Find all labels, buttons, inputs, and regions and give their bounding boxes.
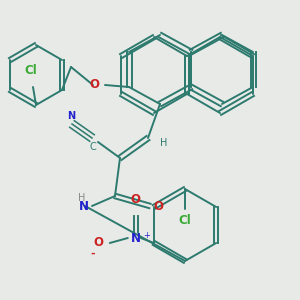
Text: +: + xyxy=(143,231,150,240)
Text: -: - xyxy=(90,249,95,259)
Text: C: C xyxy=(90,142,96,152)
Text: Cl: Cl xyxy=(178,214,191,227)
Text: Cl: Cl xyxy=(25,64,38,77)
Text: O: O xyxy=(89,79,99,92)
Text: H: H xyxy=(78,193,85,203)
Text: O: O xyxy=(153,200,163,212)
Text: N: N xyxy=(79,200,89,212)
Text: O: O xyxy=(94,236,104,250)
Text: N: N xyxy=(67,111,75,121)
Text: H: H xyxy=(160,138,167,148)
Text: N: N xyxy=(131,232,141,244)
Text: O: O xyxy=(131,193,141,206)
